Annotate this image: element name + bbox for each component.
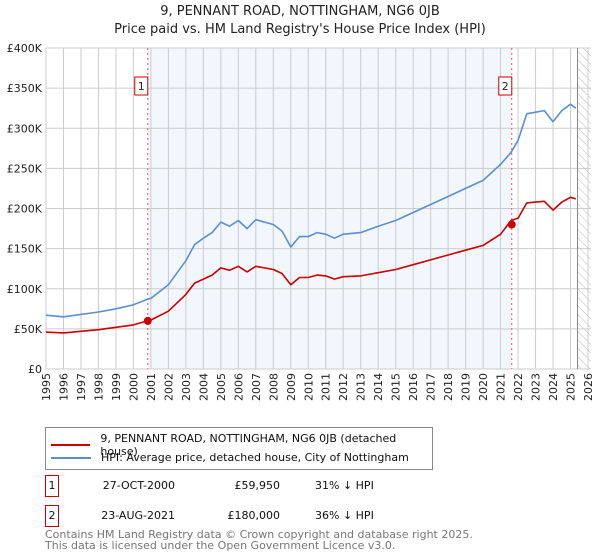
y-tick-label: £350K [7, 82, 43, 95]
footer-copyright: Contains HM Land Registry data © Crown c… [45, 528, 473, 541]
legend-item-hpi: HPI: Average price, detached house, City… [51, 451, 409, 464]
legend-swatch-blue [51, 456, 91, 459]
sale-hpi-diff: 31% ↓ HPI [315, 479, 374, 492]
sale-date: 27-OCT-2000 [102, 479, 175, 492]
y-tick-label: £0 [28, 363, 42, 376]
x-tick-label: 2001 [145, 373, 158, 401]
x-tick-label: 2011 [320, 373, 333, 401]
chart-plot: 1995 1996 1997 1998 1999 2000 2001 2002 2003 2004… [7, 42, 595, 401]
sale-hpi-diff: 36% ↓ HPI [315, 509, 374, 522]
sale-box-1 [134, 76, 149, 96]
sale-price: £59,950 [234, 479, 281, 492]
sale-date: 23-AUG-2021 [101, 509, 175, 522]
y-tick-label: £200K [7, 203, 43, 216]
x-tick-label: 2025 [565, 373, 578, 401]
x-tick-label: 2022 [512, 373, 525, 401]
sale-marker-label: 2 [45, 505, 59, 527]
x-tick-label: 2023 [530, 373, 543, 401]
legend-swatch-red [51, 444, 91, 446]
x-tick-label: 1995 [40, 373, 53, 401]
sale-point-1 [143, 316, 152, 325]
x-tick-label: 2016 [407, 373, 420, 401]
x-tick-label: 2012 [337, 373, 350, 401]
hpi-line [45, 103, 577, 318]
y-tick-label: £250K [7, 162, 43, 175]
y-tick-label: £400K [7, 42, 43, 55]
footer-licence: This data is licensed under the Open Gov… [45, 539, 396, 552]
sale-marker-label: 1 [45, 475, 59, 497]
chart-title: 9, PENNANT ROAD, NOTTINGHAM, NG6 0JB [160, 4, 440, 19]
sale-point-2 [507, 220, 516, 229]
x-tick-label: 2020 [477, 373, 490, 401]
x-tick-label: 2004 [197, 373, 210, 401]
x-tick-label: 2002 [162, 373, 175, 401]
x-tick-label: 2013 [355, 373, 368, 401]
x-tick-label: 2008 [267, 373, 280, 401]
x-tick-label: 2021 [495, 373, 508, 401]
x-tick-label: 1997 [75, 373, 88, 401]
legend-label: 9, PENNANT ROAD, NOTTINGHAM, NG6 0JB (de… [100, 432, 397, 458]
legend-item-property: 9, PENNANT ROAD, NOTTINGHAM, NG6 0JB (de… [51, 432, 432, 458]
price-paid-line [45, 196, 577, 334]
x-tick-label: 2019 [460, 373, 473, 401]
chart-subtitle: Price paid vs. HM Land Registry's House … [114, 22, 486, 37]
x-tick-label: 2015 [390, 373, 403, 401]
x-tick-label: 2026 [582, 373, 595, 401]
x-tick-label: 2000 [127, 373, 140, 401]
x-tick-label: 2017 [425, 373, 438, 401]
x-tick-label: 2005 [215, 373, 228, 401]
sale-box-label: 1 [138, 80, 145, 93]
legend-label: HPI: Average price, detached house, City… [101, 451, 409, 464]
y-tick-label: £100K [7, 283, 43, 296]
footer: Contains HM Land Registry data © Crown c… [45, 529, 473, 551]
sale-box-label: 2 [502, 80, 509, 93]
x-tick-label: 2014 [372, 373, 385, 401]
x-tick-label: 2024 [547, 373, 560, 401]
y-tick-label: £150K [7, 243, 43, 256]
x-tick-label: 2010 [302, 373, 315, 401]
y-tick-label: £300K [7, 122, 43, 135]
x-tick-label: 2006 [232, 373, 245, 401]
y-tick-label: £50K [14, 323, 43, 336]
legend: 9, PENNANT ROAD, NOTTINGHAM, NG6 0JB (de… [45, 427, 433, 470]
x-tick-label: 2018 [442, 373, 455, 401]
x-tick-label: 1996 [57, 373, 70, 401]
x-tick-label: 1998 [92, 373, 105, 401]
sale-box-2 [498, 76, 513, 96]
x-tick-label: 2007 [250, 373, 263, 401]
sale-price: £180,000 [227, 509, 281, 522]
x-tick-label: 1999 [110, 373, 123, 401]
x-tick-label: 2003 [180, 373, 193, 401]
x-tick-label: 2009 [285, 373, 298, 401]
